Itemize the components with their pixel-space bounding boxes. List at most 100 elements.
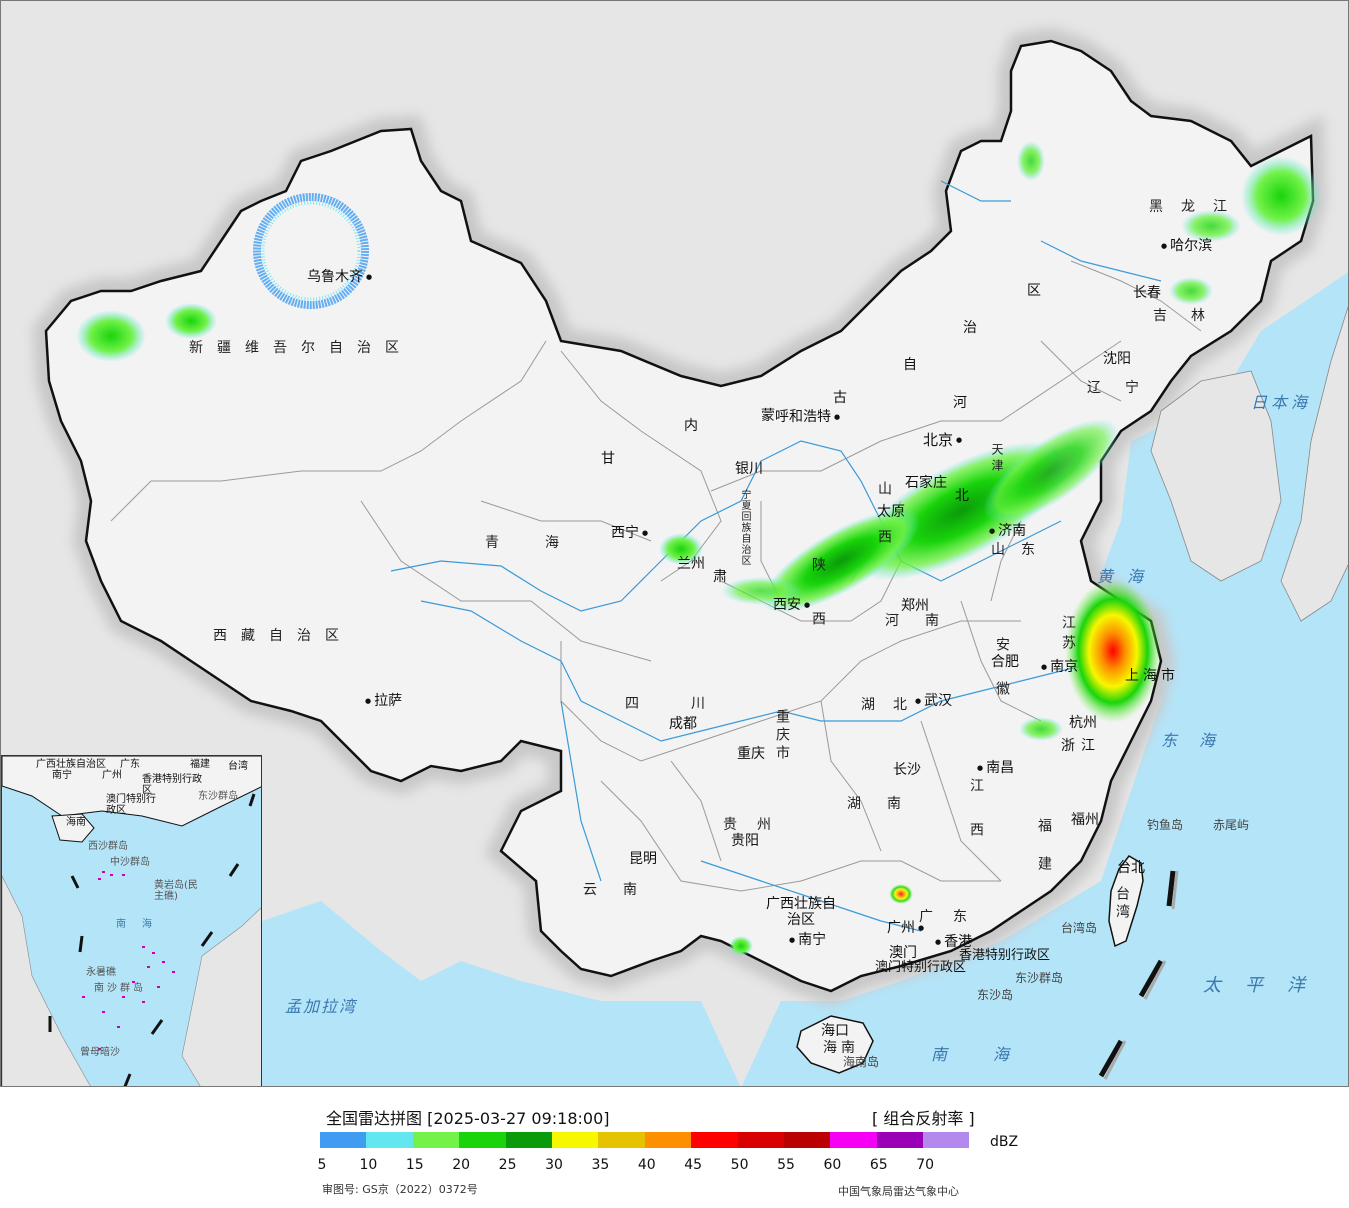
label-hubei: 湖北 (861, 697, 925, 713)
legend-panel: 全国雷达拼图 [2025-03-27 09:18:00] [ 组合反射率 ] d… (0, 1087, 1349, 1208)
label-neimenggu-6: 区 (1027, 283, 1041, 299)
label-henan: 河南 (885, 613, 965, 629)
label-hainan: 海南 (823, 1040, 859, 1056)
label-shaanxi: 陕西 (810, 557, 826, 665)
legend-tick-label: 65 (869, 1157, 888, 1173)
radar-map[interactable]: 新疆维吾尔自治区 西藏自治区 青海 甘 肃 内 蒙 古 自 治 区 黑龙江 吉林… (0, 0, 1349, 1087)
label-neimenggu-5: 治 (963, 320, 977, 336)
label-taiwan-isle: 台湾岛 (1061, 921, 1098, 935)
city-changsha: 长沙 (893, 762, 921, 778)
sea-label-dong: 东海 (1161, 731, 1238, 750)
city-xianggang: 香港 (935, 935, 972, 949)
city-beijing: 北京 (923, 433, 962, 448)
inset-label-nansha: 南沙群岛 (94, 983, 146, 994)
label-neimenggu-1: 内 (684, 418, 698, 434)
inset-label-zengmu: 曾母暗沙 (80, 1047, 120, 1058)
inset-label-hainan: 海南 (66, 817, 86, 828)
city-taiyuan: 太原 (877, 504, 905, 520)
label-zhejiang: 浙江 (1061, 738, 1101, 754)
legend-swatch (459, 1132, 506, 1148)
city-taibei: 台北 (1117, 860, 1145, 876)
label-sichuan: 四川 (625, 696, 757, 712)
label-neimenggu-2: 蒙 (761, 408, 775, 424)
legend-title: 全国雷达拼图 [2025-03-27 09:18:00] (326, 1109, 610, 1128)
city-aomen: 澳门 (889, 945, 917, 961)
legend-swatch (830, 1132, 877, 1148)
label-xianggang-sar: 香港特别行政区 (959, 948, 1051, 963)
sea-label-riben: 日本海 (1251, 393, 1312, 412)
inset-label-dongsha: 东沙群岛 (198, 791, 238, 802)
label-guangxi: 广西壮族自治区 (766, 896, 836, 928)
label-yunnan: 云南 (583, 882, 663, 898)
label-guizhou: 贵州 (723, 817, 791, 833)
legend-color-bar (320, 1132, 970, 1148)
label-gansu-1: 甘 (601, 451, 615, 467)
inset-label-nanhai: 南海 (116, 919, 168, 930)
province-borders (110, 260, 1202, 892)
city-chengdu: 成都 (669, 716, 697, 732)
legend-tick-label: 5 (317, 1157, 327, 1173)
inset-label-hongkong: 香港特别行政区 (142, 774, 202, 796)
city-nanjing: 南京 (1041, 660, 1078, 674)
sea-label-taiping: 太平洋 (1203, 975, 1329, 996)
legend-tick-label: 50 (730, 1157, 749, 1173)
inset-label-nanning: 南宁 (52, 770, 72, 781)
city-haikou: 海口 (821, 1023, 849, 1039)
inset-label-huangyan: 黄岩岛(民主礁) (154, 880, 198, 902)
south-china-sea-inset: 广西壮族自治区 广东 福建 台湾 南宁 广州 香港特别行政区 澳门特别行政区 东… (1, 755, 262, 1086)
label-guangdong: 广东 (919, 909, 987, 925)
label-liaoning: 辽宁 (1087, 380, 1163, 396)
sea-label-nan: 南海 (931, 1045, 1056, 1064)
label-xizang: 西藏自治区 (213, 628, 353, 644)
legend-tick-label: 40 (637, 1157, 656, 1173)
label-qinghai: 青海 (485, 535, 605, 551)
legend-swatch (737, 1132, 784, 1148)
label-shandong: 山东 (991, 542, 1051, 558)
legend-swatch (923, 1132, 970, 1148)
city-shenyang: 沈阳 (1103, 351, 1131, 367)
radar-echoes (76, 141, 1321, 956)
label-aomen-sar: 澳门特别行政区 (875, 960, 967, 975)
label-dongsha-qundao: 东沙群岛 (1015, 971, 1064, 985)
legend-swatch (320, 1132, 367, 1148)
inset-canvas (2, 756, 261, 1086)
legend-tick-label: 30 (545, 1157, 563, 1173)
legend-swatch (783, 1132, 831, 1148)
inset-label-xisha: 西沙群岛 (88, 841, 128, 852)
city-wuhan: 武汉 (915, 694, 952, 708)
city-xian: 西安 (773, 598, 810, 612)
hainan-island (796, 1015, 874, 1074)
inset-label-guangxi: 广西壮族自治区 (36, 759, 106, 770)
legend-source: 中国气象局雷达气象中心 (838, 1185, 959, 1198)
label-tianjin: 天津 (990, 443, 1004, 475)
city-shijiazhuang: 石家庄 (905, 475, 947, 491)
city-changchun: 长春 (1133, 285, 1161, 301)
label-jilin: 吉林 (1153, 308, 1229, 324)
inset-label-guangzhou: 广州 (102, 770, 122, 781)
label-fujian: 福建 (1036, 818, 1052, 894)
legend-swatch (505, 1132, 552, 1148)
korea-peninsula (1150, 370, 1282, 582)
legend-swatch (551, 1132, 599, 1148)
label-hunan: 湖南 (847, 796, 927, 812)
city-lanzhou: 兰州 (677, 556, 705, 572)
maritime-boundary (1098, 870, 1176, 1078)
inset-label-yongshu: 永暑礁 (86, 967, 116, 978)
city-huhehaote: 呼和浩特 (775, 410, 840, 424)
label-xinjiang: 新疆维吾尔自治区 (189, 340, 413, 356)
label-jiangxi: 江西 (968, 778, 984, 866)
legend-swatch (644, 1132, 692, 1148)
label-heilongjiang: 黑龙江 (1149, 199, 1245, 215)
city-chongqing: 重庆 (737, 746, 765, 762)
legend-unit: dBZ (990, 1134, 1019, 1150)
city-kunming: 昆明 (629, 851, 657, 867)
label-neimenggu-4: 自 (903, 357, 917, 373)
sea-bengal (262, 901, 741, 1086)
legend-tick-label: 70 (916, 1157, 935, 1173)
label-hainan-isle: 海南岛 (843, 1055, 880, 1069)
label-diaoyu: 钓鱼岛 (1147, 818, 1184, 832)
city-yinchuan: 银川 (735, 461, 763, 477)
legend-tick-label: 45 (684, 1157, 703, 1173)
label-neimenggu-3: 古 (833, 390, 847, 406)
legend-swatch (598, 1132, 645, 1148)
